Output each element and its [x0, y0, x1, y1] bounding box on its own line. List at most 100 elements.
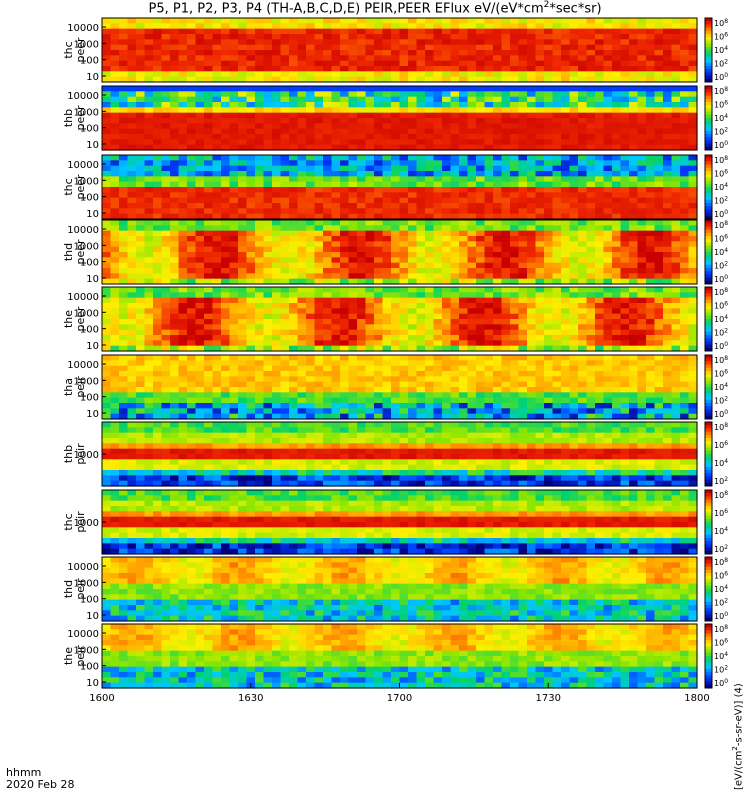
heatmap-cell: [212, 134, 222, 140]
heatmap-cell: [348, 355, 358, 361]
heatmap-cell: [620, 381, 630, 388]
heatmap-cell: [467, 324, 477, 331]
heatmap-cell: [314, 23, 324, 30]
heatmap-cell: [680, 197, 690, 204]
heatmap-cell: [280, 313, 290, 320]
heatmap-cell: [229, 50, 239, 56]
heatmap-cell: [102, 28, 112, 35]
heatmap-cell: [459, 71, 469, 78]
heatmap-cell: [629, 155, 639, 161]
heatmap-cell: [323, 313, 333, 320]
heatmap-cell: [212, 303, 222, 309]
heatmap-cell: [204, 71, 214, 78]
heatmap-cell: [561, 376, 571, 383]
heatmap-cell: [671, 208, 681, 215]
heatmap-cell: [246, 18, 256, 24]
heatmap-cell: [170, 360, 180, 367]
heatmap-cell: [340, 340, 350, 347]
heatmap-cell: [518, 91, 528, 98]
heatmap-cell: [382, 335, 392, 341]
heatmap-cell: [578, 55, 588, 62]
heatmap-cell: [238, 324, 248, 331]
colorbar-tick-label: 100: [714, 274, 728, 284]
heatmap-cell: [535, 34, 545, 40]
heatmap-cell: [680, 213, 690, 220]
heatmap-cell: [391, 297, 401, 304]
heatmap-cell: [314, 329, 324, 336]
heatmap-cell: [459, 345, 469, 352]
heatmap-cell: [569, 241, 579, 248]
heatmap-cell: [161, 225, 171, 232]
heatmap-cell: [110, 324, 120, 331]
heatmap-cell: [306, 371, 316, 377]
heatmap-cell: [195, 278, 205, 285]
heatmap-cell: [527, 66, 537, 72]
heatmap-cell: [238, 297, 248, 304]
heatmap-cell: [425, 50, 435, 56]
heatmap-cell: [255, 329, 265, 336]
heatmap-cell: [365, 324, 375, 331]
heatmap-cell: [238, 241, 248, 248]
heatmap-cell: [246, 381, 256, 388]
heatmap-cell: [144, 273, 154, 280]
heatmap-cell: [450, 230, 460, 237]
heatmap-cell: [136, 360, 146, 367]
heatmap-cell: [195, 165, 205, 172]
heatmap-cell: [255, 86, 265, 92]
heatmap-cell: [629, 139, 639, 146]
heatmap-cell: [195, 345, 205, 352]
heatmap-cell: [408, 112, 418, 119]
heatmap-cell: [365, 28, 375, 35]
heatmap-cell: [671, 262, 681, 269]
heatmap-cell: [187, 23, 197, 30]
heatmap-cell: [110, 236, 120, 242]
heatmap-cell: [110, 208, 120, 215]
heatmap-cell: [416, 278, 426, 285]
heatmap-cell: [467, 278, 477, 285]
heatmap-cell: [442, 60, 452, 67]
heatmap-cell: [365, 71, 375, 78]
heatmap-cell: [153, 297, 163, 304]
heatmap-cell: [433, 50, 443, 56]
heatmap-cell: [374, 60, 384, 67]
heatmap-cell: [561, 23, 571, 30]
heatmap-cell: [229, 297, 239, 304]
heatmap-cell: [263, 387, 273, 393]
colorbar-step: [705, 280, 712, 285]
heatmap-cell: [433, 387, 443, 393]
heatmap-cell: [467, 335, 477, 341]
heatmap-cell: [442, 187, 452, 193]
heatmap-cell: [603, 262, 613, 269]
heatmap-cell: [170, 236, 180, 242]
heatmap-cell: [204, 324, 214, 331]
heatmap-cell: [637, 55, 647, 62]
heatmap-cell: [144, 345, 154, 352]
heatmap-cell: [272, 192, 282, 199]
heatmap-cell: [178, 324, 188, 331]
heatmap-cell: [646, 39, 656, 46]
heatmap-cell: [212, 203, 222, 209]
heatmap-cell: [510, 203, 520, 209]
heatmap-cell: [212, 165, 222, 172]
heatmap-cell: [297, 308, 307, 315]
heatmap-cell: [323, 392, 333, 399]
heatmap-cell: [153, 220, 163, 226]
heatmap-cell: [246, 176, 256, 183]
heatmap-cell: [416, 176, 426, 183]
heatmap-cell: [399, 387, 409, 393]
heatmap-cell: [442, 112, 452, 119]
heatmap-cell: [119, 18, 129, 24]
heatmap-cell: [229, 241, 239, 248]
heatmap-cell: [212, 171, 222, 177]
heatmap-cell: [187, 44, 197, 51]
heatmap-cell: [263, 371, 273, 377]
heatmap-cell: [688, 360, 698, 367]
heatmap-cell: [144, 340, 154, 347]
heatmap-cell: [612, 292, 622, 299]
heatmap-cell: [654, 44, 664, 51]
heatmap-cell: [425, 371, 435, 377]
heatmap-cell: [246, 236, 256, 242]
heatmap-cell: [671, 278, 681, 285]
heatmap-cell: [314, 187, 324, 193]
heatmap-cell: [569, 208, 579, 215]
